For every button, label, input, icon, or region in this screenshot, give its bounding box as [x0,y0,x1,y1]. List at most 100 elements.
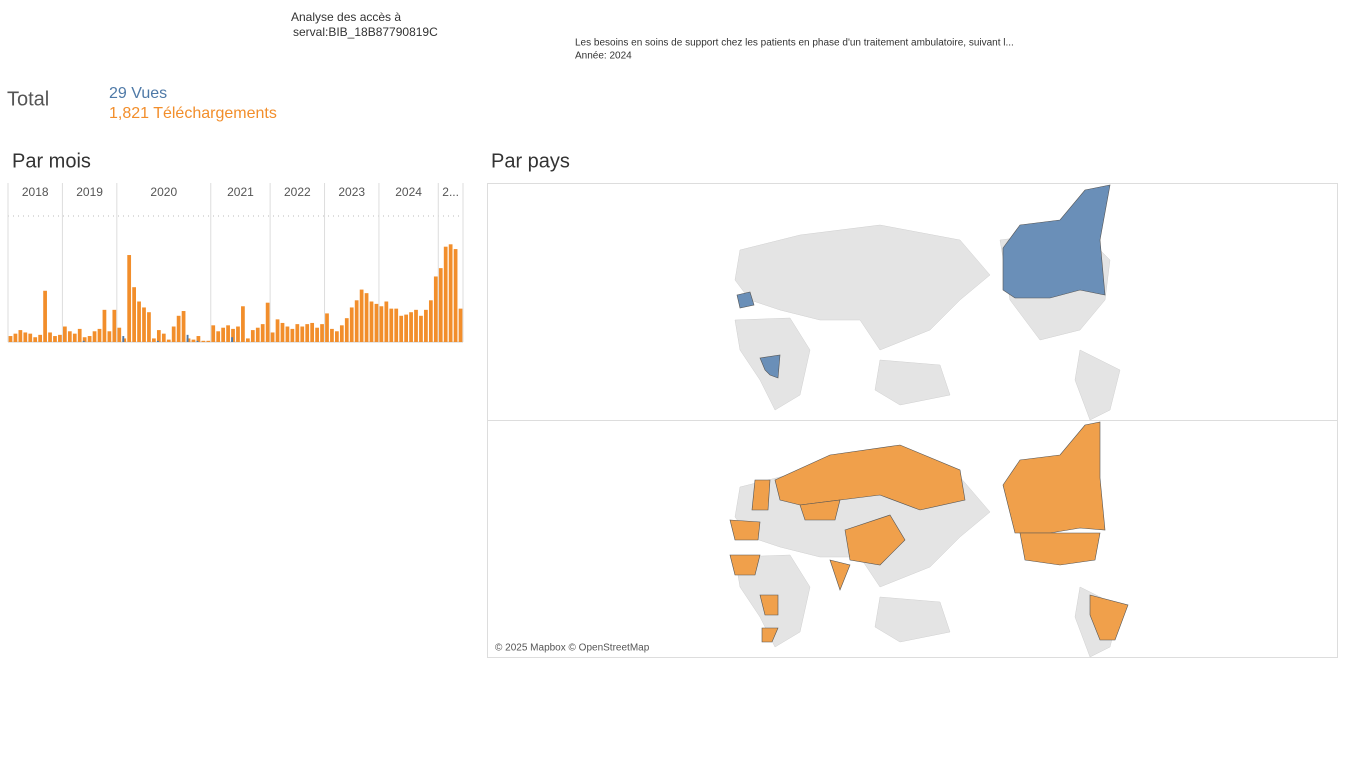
download-bar [280,322,285,342]
download-bar [448,244,453,342]
attribution: © 2025 Mapbox © OpenStreetMap [495,643,650,654]
download-bar [275,319,280,342]
country [774,444,966,511]
country [1002,184,1111,299]
country [829,559,851,591]
map-downloads [729,421,1129,658]
view-bar [231,337,234,342]
country [844,514,906,566]
download-bar [43,290,47,342]
download-bar [201,340,206,342]
download-bar [18,330,23,342]
download-bar [38,334,43,342]
download-bar [310,322,315,342]
download-bar [63,326,67,342]
map-views [734,184,1121,421]
download-bar [245,338,250,342]
download-bar [8,336,13,342]
download-bar [458,308,463,342]
download-bar [339,325,344,342]
download-bar [58,334,62,342]
country [729,519,761,541]
land [874,596,951,643]
download-bar [384,301,389,342]
view-bar [122,336,125,342]
map-title: Par pays [491,150,570,172]
download-bar [295,324,300,342]
total-label: Total [7,88,49,110]
download-bar [320,324,324,342]
download-bar [13,333,18,342]
download-bar [48,332,52,342]
view-bar [156,340,159,342]
download-bar [23,332,28,342]
download-bar [330,328,334,342]
download-bar [82,337,87,342]
download-bar [191,339,196,342]
country [759,594,779,616]
download-bar [285,326,290,342]
download-bar [270,332,275,342]
total-downloads: 1,821 Téléchargements [109,105,277,122]
download-bar [33,337,38,342]
country [799,499,841,521]
download-bar [433,276,438,342]
year-label: 2021 [227,185,254,199]
download-bar [349,307,354,342]
download-bar [102,309,107,342]
download-bar [221,327,226,342]
land [874,359,951,406]
country [759,354,781,379]
year-label: 2022 [284,185,311,199]
download-bar [236,326,240,342]
download-bar [359,289,364,342]
download-bar [176,315,181,342]
download-bar [305,324,310,342]
download-bar [379,306,384,342]
download-bar [127,255,132,342]
download-bar [77,328,82,342]
description: Les besoins en soins de support chez les… [575,38,1014,49]
download-bar [290,328,295,342]
year-label: 2023 [338,185,365,199]
download-bar [216,331,221,342]
download-bar [137,301,141,342]
map: © 2025 Mapbox © OpenStreetMap [487,183,1338,658]
land [1074,349,1121,421]
download-bar [374,303,379,342]
download-bar [147,312,151,342]
download-bar [92,331,97,342]
download-bar [419,315,423,342]
download-bar [72,333,77,342]
download-bar [394,308,399,342]
download-bar [265,302,270,342]
country [1089,594,1129,641]
download-bar [300,326,305,342]
download-bar [196,336,201,342]
bar-chart: 2018 2019 2020 2021 2022 2023 2024 2... [7,183,464,342]
download-bar [156,330,161,342]
download-bar [250,330,255,342]
download-bar [117,327,122,342]
download-bar [181,311,186,342]
year-label: 2020 [150,185,177,199]
view-bar [186,334,189,342]
download-bar [87,336,92,342]
country [1019,532,1101,566]
download-bar [443,246,448,342]
download-bar [255,327,260,342]
year-label: 2018 [22,185,49,199]
download-bar [409,312,413,342]
download-bar [107,331,112,342]
download-bar [399,315,404,342]
country [751,479,771,511]
year-label: 2024 [395,185,422,199]
download-bar [344,318,349,342]
title: Analyse des accès à [291,10,401,24]
view-bar [196,340,199,342]
download-bar [161,333,166,342]
download-bar [231,328,235,342]
country [729,554,761,576]
